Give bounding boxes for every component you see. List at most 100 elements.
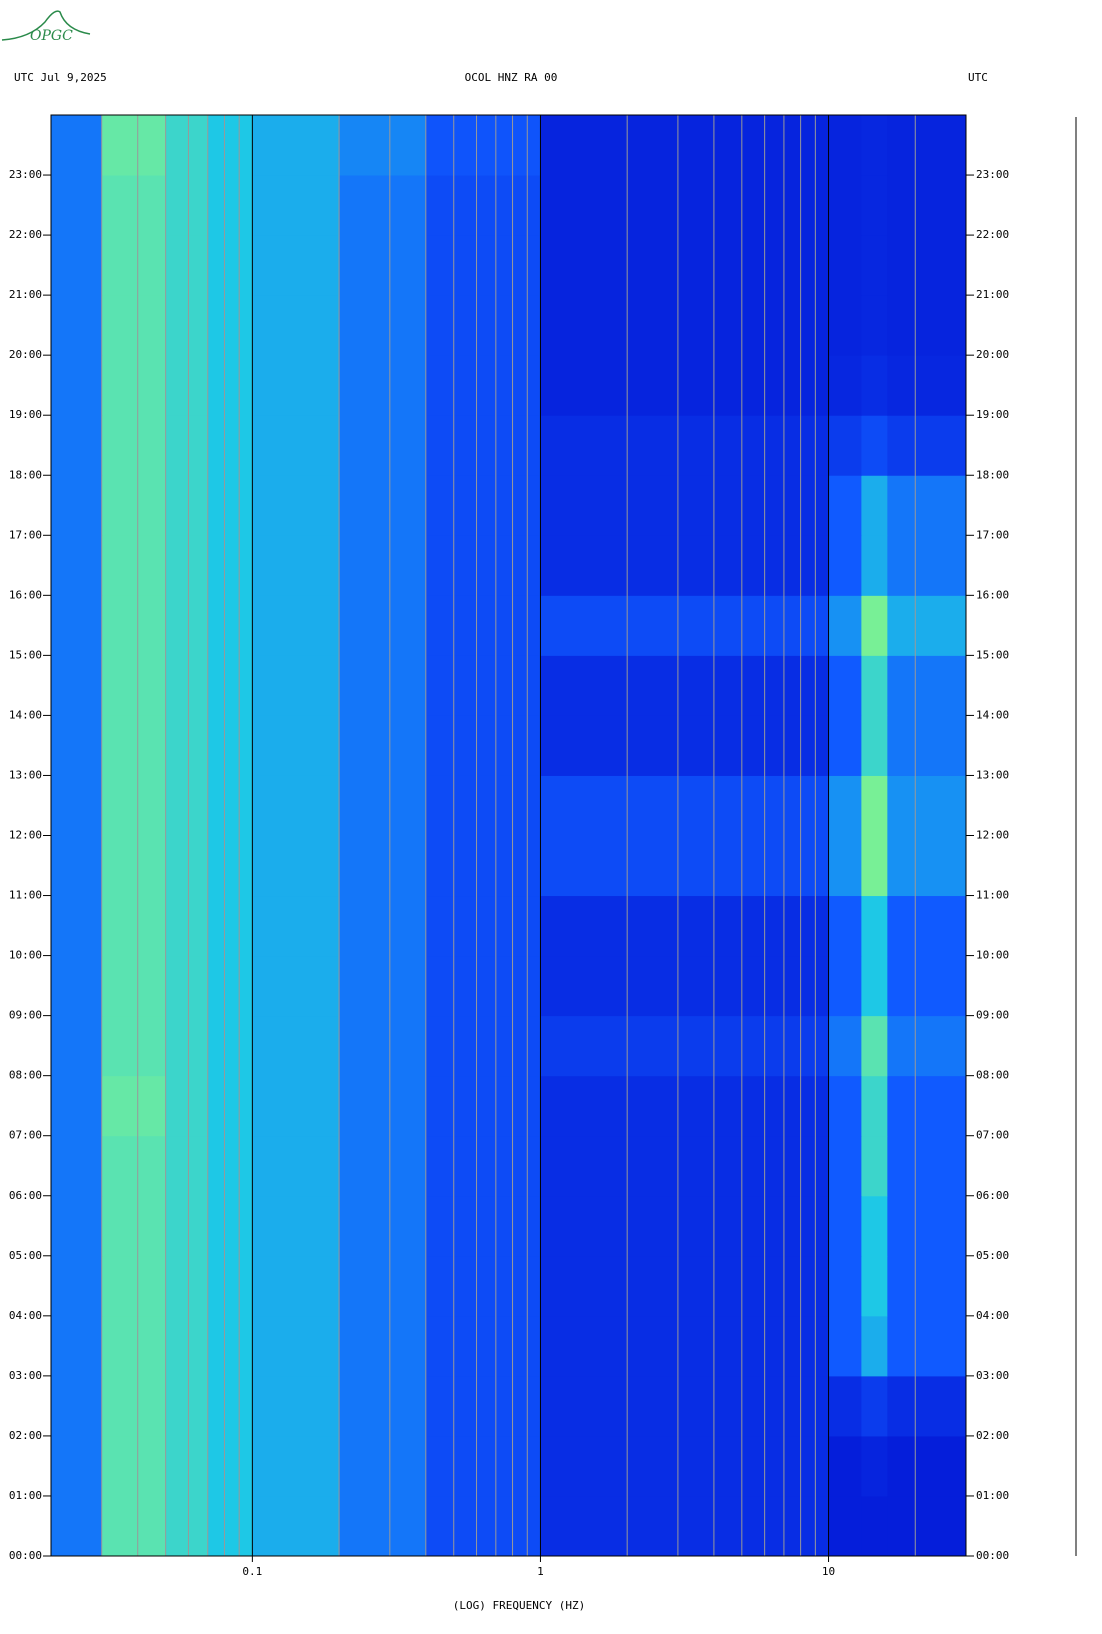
spectrogram-cell	[51, 595, 103, 656]
spectrogram-cell	[165, 1195, 209, 1257]
y-tick-label-right: 03:00	[976, 1369, 1009, 1382]
spectrogram-cell	[207, 1435, 253, 1497]
spectrogram-cell	[165, 1375, 209, 1437]
spectrogram-cell	[101, 175, 167, 236]
spectrogram-cell	[425, 355, 541, 416]
spectrogram-cell	[540, 475, 830, 536]
spectrogram-cell	[51, 535, 103, 596]
spectrogram-cell	[425, 535, 541, 596]
spectrogram-cell	[339, 235, 427, 296]
spectrogram-cell	[828, 1495, 862, 1557]
spectrogram-cell	[828, 715, 862, 776]
spectrogram-cell	[339, 595, 427, 656]
spectrogram-cell	[828, 1075, 862, 1137]
spectrogram-cell	[828, 475, 862, 536]
spectrogram-cell	[51, 475, 103, 536]
y-tick-label: 15:00	[9, 648, 42, 661]
spectrogram-cell	[339, 715, 427, 776]
spectrogram-cell	[339, 655, 427, 716]
spectrogram-cell	[165, 115, 209, 176]
spectrogram-cell	[101, 655, 167, 716]
spectrogram-cell	[425, 415, 541, 476]
spectrogram-cell	[339, 1435, 427, 1497]
plot-frame	[50, 114, 967, 1557]
spectrogram-cell	[339, 355, 427, 416]
spectrogram-cell	[339, 895, 427, 957]
spectrogram-cell	[887, 1435, 967, 1497]
spectrogram-cell	[207, 1075, 253, 1137]
spectrogram-cell	[540, 355, 830, 416]
spectrogram-cell	[51, 415, 103, 476]
spectrogram-cell	[828, 355, 862, 416]
spectrogram-cell	[165, 1495, 209, 1557]
spectrogram-cell	[540, 295, 830, 356]
y-tick-label-right: 10:00	[976, 949, 1009, 962]
spectrogram-cell	[252, 1015, 340, 1077]
y-tick-label-right: 18:00	[976, 468, 1009, 481]
spectrogram-cell	[252, 1075, 340, 1137]
spectrogram-cell	[861, 1135, 888, 1197]
spectrogram-cell	[540, 775, 830, 836]
spectrogram-cell	[887, 415, 967, 476]
spectrogram-cell	[828, 955, 862, 1017]
spectrogram-cell	[425, 655, 541, 716]
spectrogram-cell	[861, 1195, 888, 1257]
spectrogram-cell	[887, 775, 967, 836]
spectrogram-cell	[165, 235, 209, 296]
spectrogram-cell	[252, 715, 340, 776]
spectrogram-cell	[252, 655, 340, 716]
spectrogram-cell	[101, 415, 167, 476]
spectrogram-cell	[51, 1375, 103, 1437]
spectrogram-cell	[165, 1075, 209, 1137]
spectrogram-cell	[51, 775, 103, 836]
spectrogram-cell	[425, 295, 541, 356]
spectrogram-cell	[861, 955, 888, 1017]
spectrogram-cell	[425, 775, 541, 836]
spectrogram-cell	[51, 1195, 103, 1257]
y-tick-label-right: 00:00	[976, 1549, 1009, 1562]
y-tick-label: 20:00	[9, 348, 42, 361]
spectrogram-cell	[252, 235, 340, 296]
x-tick-label: 10	[822, 1565, 835, 1578]
y-tick-label: 22:00	[9, 228, 42, 241]
spectrogram-cell	[207, 535, 253, 596]
spectrogram-cell	[540, 535, 830, 596]
spectrogram-cell	[887, 1015, 967, 1077]
spectrogram-cell	[51, 835, 103, 897]
spectrogram-cell	[252, 1375, 340, 1437]
spectrogram-cell	[540, 1375, 830, 1437]
y-tick-label: 10:00	[9, 949, 42, 962]
spectrogram-cell	[861, 1375, 888, 1437]
y-tick-label: 11:00	[9, 889, 42, 902]
spectrogram-cell	[861, 1255, 888, 1317]
spectrogram-cell	[861, 1015, 888, 1077]
y-tick-label-right: 11:00	[976, 889, 1009, 902]
y-tick-label: 16:00	[9, 588, 42, 601]
spectrogram-cell	[887, 835, 967, 897]
y-tick-label-right: 20:00	[976, 348, 1009, 361]
spectrogram-cell	[828, 595, 862, 656]
y-tick-label-right: 04:00	[976, 1309, 1009, 1322]
spectrogram-cell	[887, 355, 967, 416]
logo: OPGC	[30, 28, 73, 44]
spectrogram-cell	[165, 475, 209, 536]
spectrogram-cell	[101, 715, 167, 776]
spectrogram-cell	[165, 1015, 209, 1077]
spectrogram-cell	[861, 535, 888, 596]
spectrogram-cell	[101, 1315, 167, 1377]
spectrogram-cell	[207, 175, 253, 236]
spectrogram-cell	[165, 1435, 209, 1497]
spectrogram-cell	[861, 235, 888, 296]
y-tick-label-right: 16:00	[976, 588, 1009, 601]
y-tick-label-right: 17:00	[976, 528, 1009, 541]
spectrogram-cell	[252, 355, 340, 416]
spectrogram-cell	[165, 595, 209, 656]
spectrogram-cell	[887, 1495, 967, 1557]
y-tick-label-right: 02:00	[976, 1429, 1009, 1442]
spectrogram-cell	[165, 955, 209, 1017]
spectrogram-cell	[339, 1375, 427, 1437]
spectrogram-cell	[828, 1195, 862, 1257]
y-tick-label-right: 22:00	[976, 228, 1009, 241]
spectrogram-cell	[207, 595, 253, 656]
